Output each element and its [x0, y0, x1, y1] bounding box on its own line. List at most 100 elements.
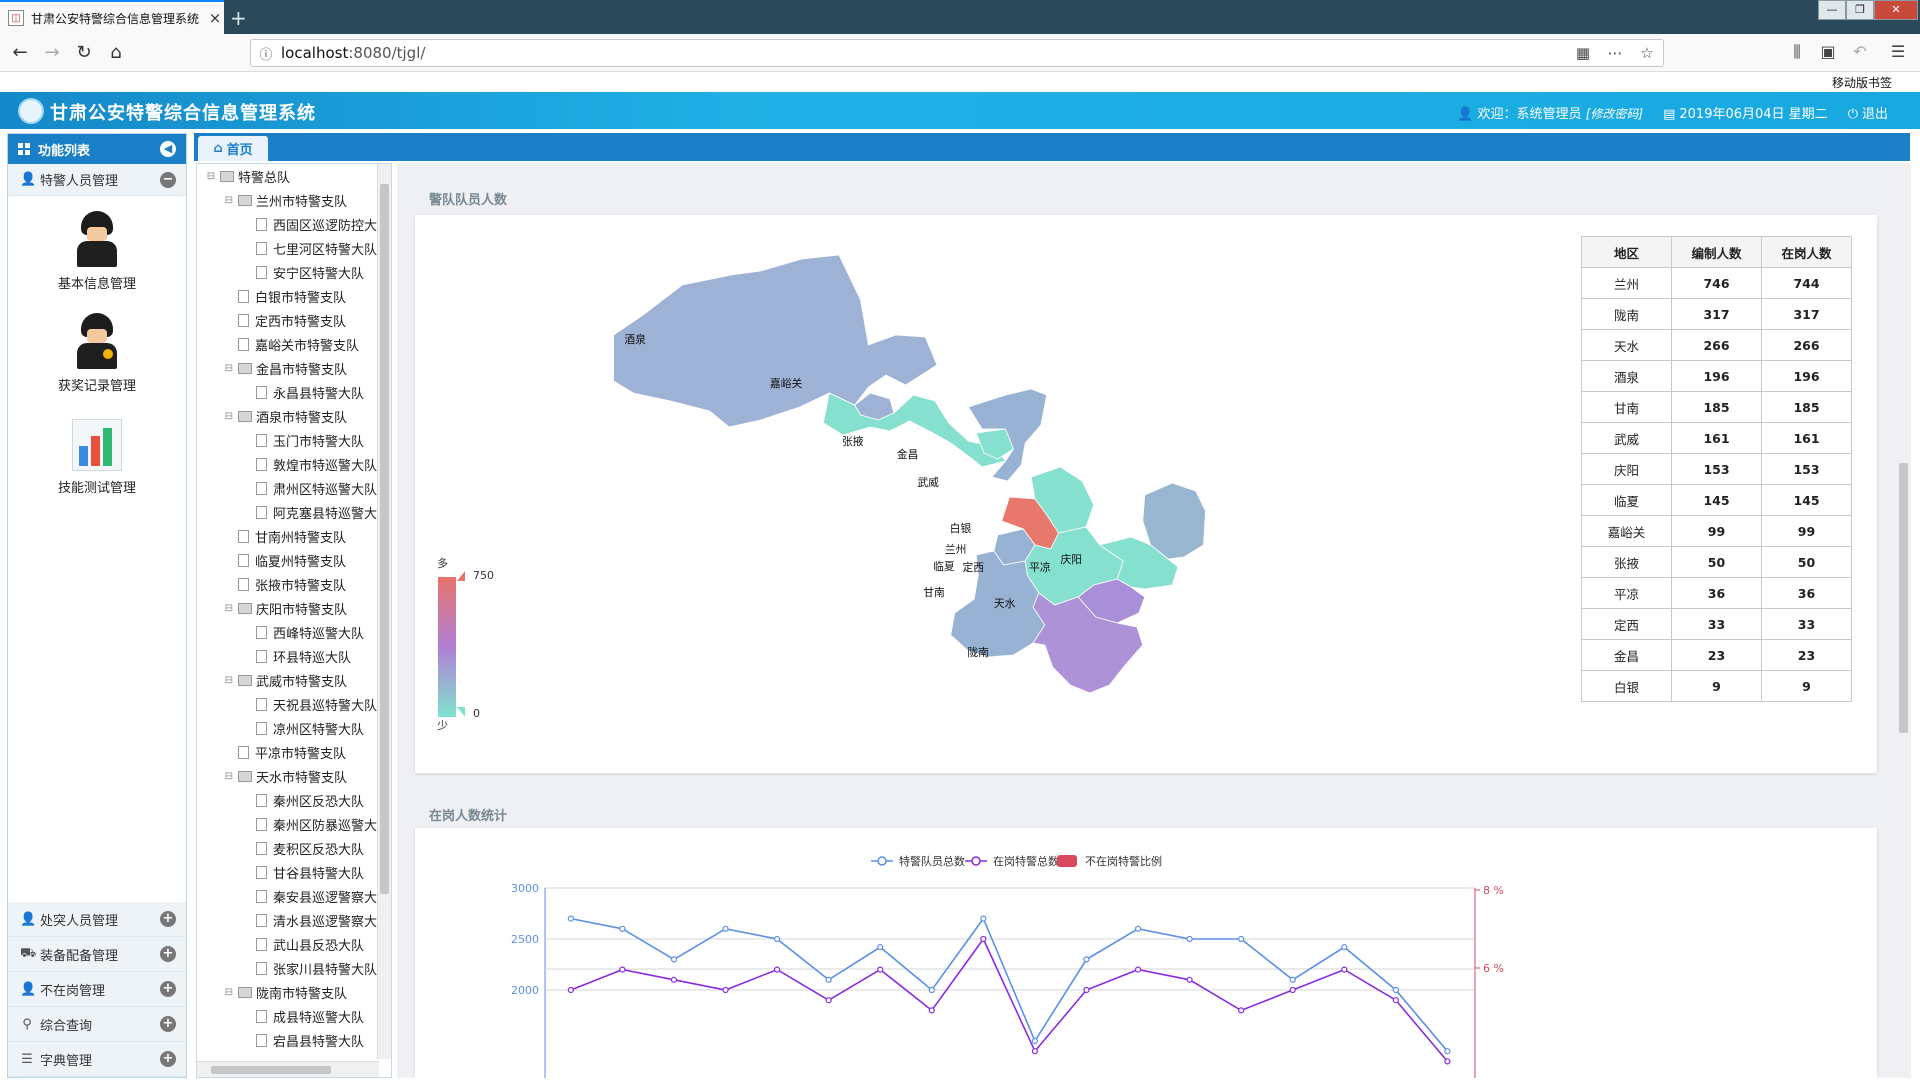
tree-node[interactable]: 定西市特警支队 [197, 308, 377, 332]
new-tab-icon[interactable]: + [230, 6, 247, 30]
group-dictionary[interactable]: ☰ 字典管理 + [8, 1042, 186, 1077]
series-point[interactable] [773, 935, 781, 943]
menu-basic-info[interactable]: 基本信息管理 [8, 196, 186, 298]
tree-toggle-icon[interactable]: ⊟ [224, 195, 234, 206]
legend-label[interactable]: 特警队员总数 [899, 854, 965, 868]
series-point[interactable] [619, 925, 626, 932]
window-close-icon[interactable]: ✕ [1874, 0, 1918, 20]
series-point[interactable] [670, 976, 678, 983]
series-point[interactable] [928, 986, 935, 994]
logout-link[interactable]: ⏻ 退出 [1847, 107, 1888, 122]
legend-gradient-bar[interactable] [438, 577, 456, 717]
tab-home[interactable]: ⌂ 首页 [198, 136, 268, 161]
tree-node[interactable]: 秦州区防暴巡警大队 [197, 812, 377, 836]
tree-node[interactable]: 安宁区特警大队 [197, 260, 377, 284]
series-point[interactable] [1341, 966, 1348, 973]
series-point[interactable] [619, 966, 626, 973]
tree-node[interactable]: 西固区巡逻防控大队 [197, 212, 377, 236]
series-point[interactable] [567, 915, 574, 922]
tree-node[interactable]: 甘谷县特警大队 [197, 860, 377, 884]
collapse-panel-icon[interactable]: ◀ [160, 141, 176, 157]
menu-award-records[interactable]: 获奖记录管理 [8, 298, 186, 400]
series-point[interactable] [722, 986, 729, 994]
map-region[interactable] [975, 428, 1014, 460]
series-point[interactable] [1341, 944, 1348, 951]
legend-min-handle-icon[interactable] [457, 707, 465, 717]
tree-node[interactable]: 甘南州特警支队 [197, 524, 377, 548]
sidebar-toggle-icon[interactable]: ▣ [1820, 42, 1836, 61]
series-point[interactable] [825, 997, 832, 1004]
tree-node[interactable]: 七里河区特警大队 [197, 236, 377, 260]
series-point[interactable] [670, 956, 678, 963]
series-point[interactable] [1186, 976, 1193, 983]
tree-node[interactable]: 凉州区特警大队 [197, 716, 377, 740]
group-query[interactable]: ⚲ 综合查询 + [8, 1007, 186, 1042]
tree-node[interactable]: ⊟ 天水市特警支队 [197, 764, 377, 788]
tree-toggle-icon[interactable]: ⊟ [224, 603, 234, 614]
series-point[interactable] [1444, 1058, 1451, 1065]
series-point[interactable] [1083, 986, 1090, 994]
tree-node[interactable]: ⊟ 酒泉市特警支队 [197, 404, 377, 428]
expand-group-icon[interactable]: + [160, 946, 176, 962]
tree-node[interactable]: 环县特巡大队 [197, 644, 377, 668]
group-equipment[interactable]: ⛟ 装备配备管理 + [8, 937, 186, 972]
tree-node[interactable]: 肃州区特巡警大队 [197, 476, 377, 500]
legend-point-marker[interactable] [971, 856, 981, 866]
tree-vertical-scrollbar[interactable] [377, 164, 391, 1059]
reload-icon[interactable]: ↻ [76, 42, 92, 63]
group-off-duty[interactable]: 👤 不在岗管理 + [8, 972, 186, 1007]
tree-toggle-icon[interactable]: ⊟ [224, 771, 234, 782]
page-actions-icon[interactable]: ⋯ [1607, 44, 1623, 62]
series-point[interactable] [928, 1007, 935, 1014]
series-point[interactable] [722, 925, 729, 932]
change-password-link[interactable]: [修改密码] [1585, 107, 1644, 121]
series-point[interactable] [773, 966, 781, 973]
url-bar[interactable]: ⓘ localhost:8080/tjgl/ ▦ ⋯ ☆ [250, 39, 1664, 67]
collapse-group-icon[interactable]: − [160, 171, 176, 188]
tree-toggle-icon[interactable]: ⊟ [224, 363, 234, 374]
series-point[interactable] [1289, 986, 1296, 994]
minimize-icon[interactable]: — [1818, 0, 1846, 20]
series-point[interactable] [1392, 986, 1399, 994]
tree-node[interactable]: 临夏州特警支队 [197, 548, 377, 572]
tree-node[interactable]: ⊟ 金昌市特警支队 [197, 356, 377, 380]
mobile-bookmarks[interactable]: 移动版书签 [1832, 76, 1893, 90]
tree-node[interactable]: 清水县巡逻警察大队 [197, 908, 377, 932]
tree-node[interactable]: 武山县反恐大队 [197, 932, 377, 956]
series-point[interactable] [1238, 935, 1245, 943]
tree-node[interactable]: 宕昌县特警大队 [197, 1028, 377, 1052]
series-point[interactable] [877, 966, 884, 973]
series-point[interactable] [1238, 1007, 1245, 1014]
tree-node[interactable]: 天祝县巡特警大队 [197, 692, 377, 716]
map-region[interactable] [1098, 536, 1179, 590]
series-point[interactable] [1031, 1037, 1039, 1045]
tree-node[interactable]: ⊟ 特警总队 [197, 164, 377, 188]
tree-node[interactable]: 秦州区反恐大队 [197, 788, 377, 812]
expand-group-icon[interactable]: + [160, 1016, 176, 1032]
map-region[interactable] [1032, 592, 1144, 694]
browser-tab[interactable]: ◫ 甘肃公安特警综合信息管理系统 × [0, 0, 224, 34]
tab-close-icon[interactable]: × [208, 9, 222, 27]
legend-label[interactable]: 不在岗特警比例 [1085, 854, 1162, 868]
tree-toggle-icon[interactable]: ⊟ [206, 171, 216, 182]
url-text[interactable]: localhost:8080/tjgl/ [281, 44, 426, 62]
series-point[interactable] [567, 986, 574, 994]
tree-horizontal-scrollbar[interactable] [197, 1061, 379, 1077]
legend-max-handle-icon[interactable] [457, 571, 465, 581]
series-point[interactable] [1083, 956, 1090, 963]
series-point[interactable] [1444, 1048, 1451, 1055]
group-special-police-personnel[interactable]: 👤 特警人员管理 − [8, 164, 186, 196]
menu-icon[interactable]: ☰ [1890, 42, 1906, 61]
expand-group-icon[interactable]: + [160, 981, 176, 997]
tree-node[interactable]: 秦安县巡逻警察大队 [197, 884, 377, 908]
series-point[interactable] [825, 976, 832, 983]
series-point[interactable] [980, 915, 987, 922]
undo-icon[interactable]: ↶ [1853, 42, 1867, 61]
series-point[interactable] [980, 935, 987, 943]
map-region[interactable] [613, 254, 938, 428]
series-point[interactable] [1134, 966, 1142, 973]
tree-node[interactable]: 西峰特巡警大队 [197, 620, 377, 644]
qr-code-icon[interactable]: ▦ [1575, 44, 1591, 62]
series-point[interactable] [1392, 997, 1399, 1004]
tree-node[interactable]: 阿克塞县特巡警大队 [197, 500, 377, 524]
